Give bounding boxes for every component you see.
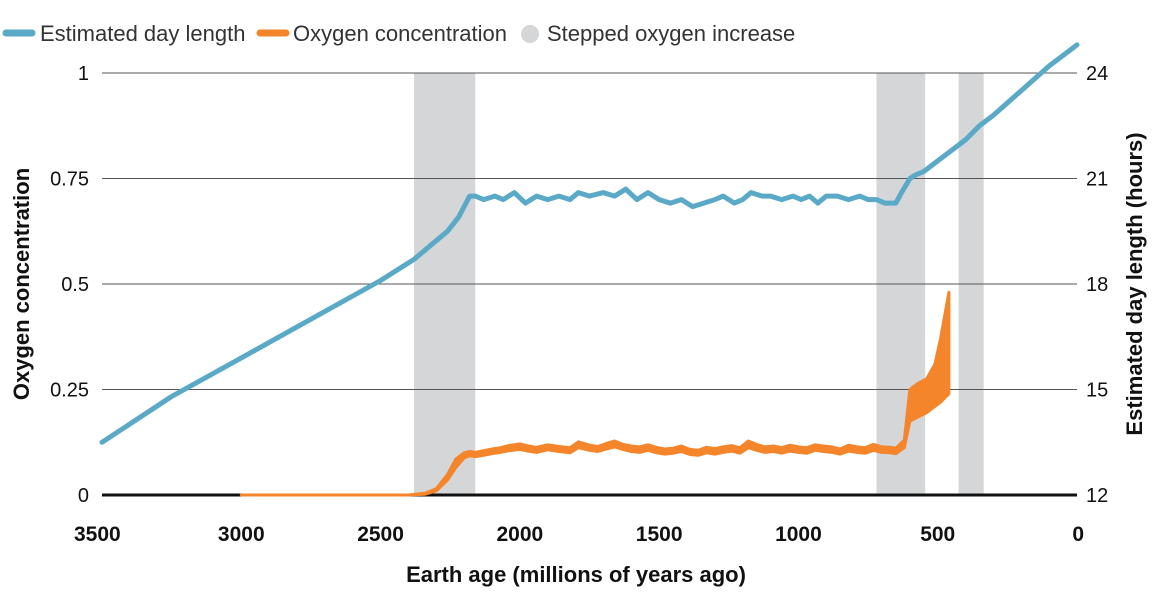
left-axis-title: Oxygen concentration <box>9 168 34 400</box>
x-axis-title: Earth age (millions of years ago) <box>406 562 746 587</box>
x-axis-ticks: 3500 3000 2500 2000 1500 1000 500 0 <box>74 523 1084 546</box>
left-axis-ticks: 0 0.25 0.5 0.75 1 <box>50 63 89 507</box>
x-tick-label-4: 1500 <box>636 523 683 546</box>
gridlines <box>102 72 1077 390</box>
x-tick-label-1: 3000 <box>218 523 265 546</box>
legend-stepped-label: Stepped oxygen increase <box>547 21 795 46</box>
day-length-line <box>99 42 1080 445</box>
oxygen-series <box>239 290 951 497</box>
right-axis-title: Estimated day length (hours) <box>1122 132 1147 435</box>
x-tick-label-2: 2500 <box>357 523 404 546</box>
x-tick-label-3: 2000 <box>496 523 543 546</box>
left-tick-label-3: 0.75 <box>50 169 89 191</box>
right-axis-ticks: 12 15 18 21 24 <box>1086 63 1108 507</box>
legend-day-length-label: Estimated day length <box>40 21 245 46</box>
x-tick-label-7: 0 <box>1072 523 1084 546</box>
x-tick-label-5: 1000 <box>775 523 822 546</box>
legend-oxygen-label: Oxygen concentration <box>293 21 507 46</box>
right-tick-label-3: 21 <box>1086 169 1108 191</box>
x-tick-label-6: 500 <box>920 523 955 546</box>
right-tick-label-1: 15 <box>1086 380 1108 402</box>
right-tick-label-2: 18 <box>1086 274 1108 296</box>
right-tick-label-4: 24 <box>1086 63 1108 85</box>
right-tick-label-0: 12 <box>1086 485 1108 507</box>
left-tick-label-1: 0.25 <box>50 380 89 402</box>
legend-stepped-swatch <box>521 25 539 43</box>
oxygen-concentration-band <box>239 290 951 497</box>
left-tick-label-4: 1 <box>78 63 89 85</box>
legend: Estimated day length Oxygen concentratio… <box>2 21 795 46</box>
x-tick-label-0: 3500 <box>74 523 121 546</box>
left-tick-label-0: 0 <box>78 485 89 507</box>
left-tick-label-2: 0.5 <box>61 274 89 296</box>
day-length-series <box>99 42 1080 445</box>
